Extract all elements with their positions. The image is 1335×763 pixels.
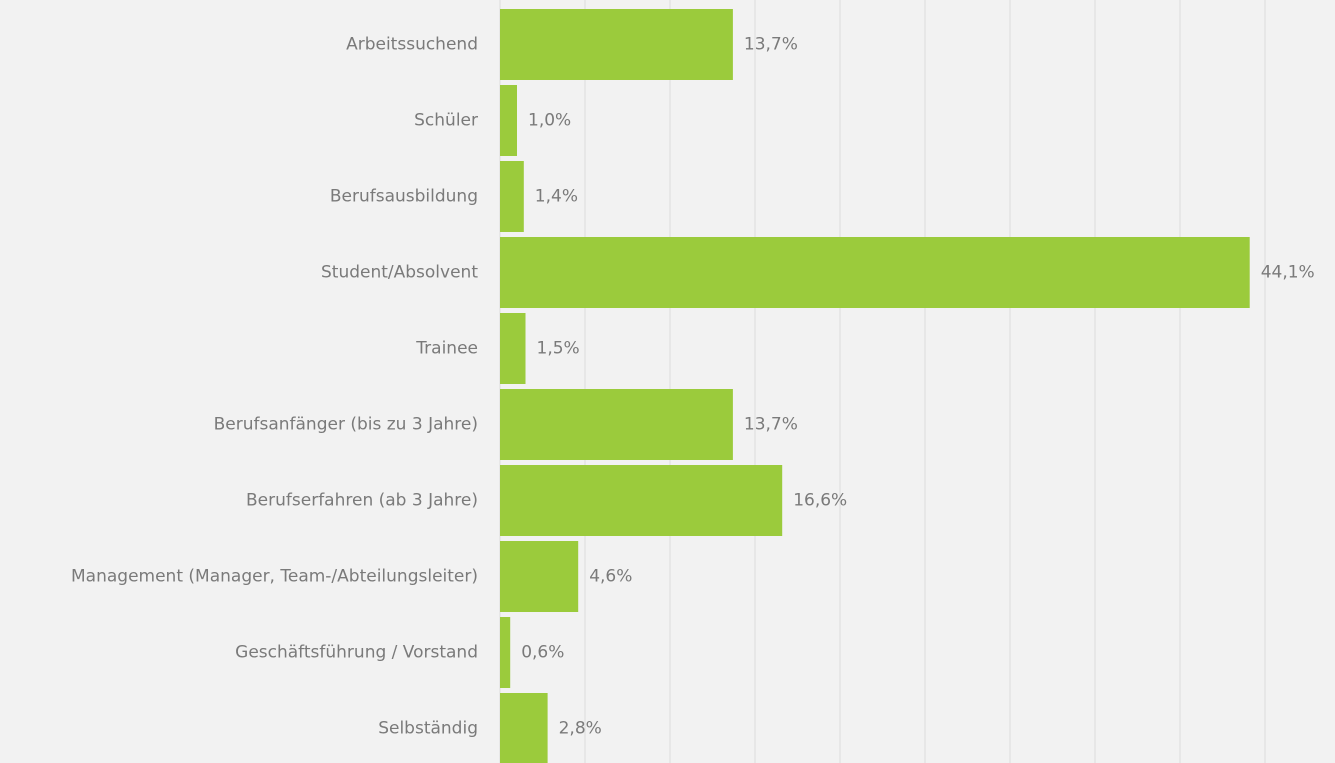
bar xyxy=(500,541,579,612)
bar xyxy=(500,161,524,232)
bar xyxy=(500,465,783,536)
value-label: 1,0% xyxy=(528,111,571,131)
bar xyxy=(500,85,517,156)
category-label: Management (Manager, Team-/Abteilungslei… xyxy=(71,567,478,587)
value-label: 4,6% xyxy=(589,567,632,587)
bar xyxy=(500,9,733,80)
bar xyxy=(500,237,1250,308)
value-label: 44,1% xyxy=(1261,263,1315,283)
category-label: Geschäftsführung / Vorstand xyxy=(235,643,478,663)
value-label: 13,7% xyxy=(744,35,798,55)
value-label: 16,6% xyxy=(793,491,847,511)
category-label: Arbeitssuchend xyxy=(346,35,478,55)
value-label: 2,8% xyxy=(559,719,602,739)
value-label: 1,4% xyxy=(535,187,578,207)
bar xyxy=(500,389,733,460)
category-label: Berufsanfänger (bis zu 3 Jahre) xyxy=(214,415,478,435)
category-label: Berufserfahren (ab 3 Jahre) xyxy=(246,491,478,511)
category-label: Student/Absolvent xyxy=(321,263,478,283)
category-label: Trainee xyxy=(415,339,478,359)
value-label: 1,5% xyxy=(537,339,580,359)
bar xyxy=(500,617,511,688)
bar xyxy=(500,313,526,384)
value-label: 0,6% xyxy=(521,643,564,663)
category-label: Selbständig xyxy=(378,719,478,739)
bar xyxy=(500,693,548,763)
category-label: Schüler xyxy=(414,111,478,131)
category-label: Berufsausbildung xyxy=(330,187,478,207)
value-label: 13,7% xyxy=(744,415,798,435)
